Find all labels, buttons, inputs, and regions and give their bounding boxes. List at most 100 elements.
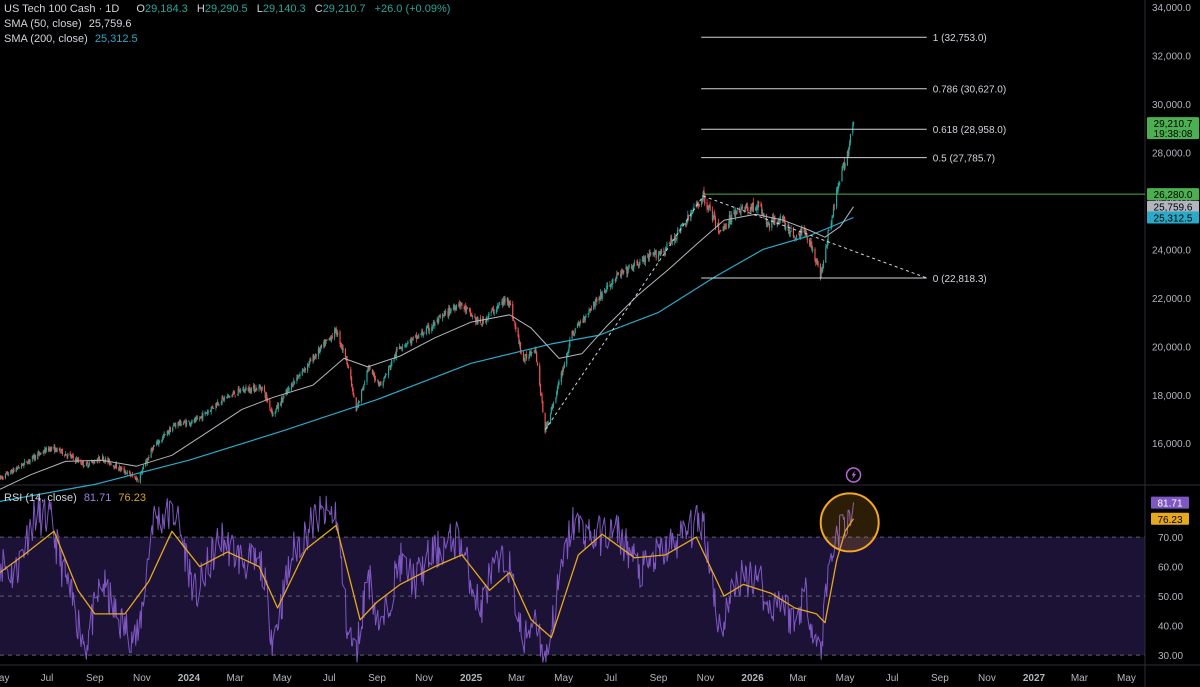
candle-body xyxy=(665,248,667,250)
price-tag-level xyxy=(1147,188,1199,201)
candle-body xyxy=(469,310,471,314)
candle-body xyxy=(816,259,818,263)
price-tick-label: 32,000.0 xyxy=(1152,51,1191,62)
candle-body xyxy=(684,223,687,225)
candle-body xyxy=(414,335,417,337)
candle-body xyxy=(628,265,630,267)
candle-body xyxy=(576,323,579,328)
candle-body xyxy=(81,463,83,465)
candle-body xyxy=(66,455,68,457)
rsi-tick-label: 60.00 xyxy=(1158,563,1183,574)
candle-body xyxy=(263,386,266,392)
rsi-legend[interactable]: RSI (14, close) 81.71 76.23 xyxy=(4,492,146,504)
candle-body xyxy=(756,209,758,210)
candle-body xyxy=(610,284,613,286)
candle-body xyxy=(587,313,589,315)
candle-body xyxy=(567,350,569,353)
candle-body xyxy=(788,231,791,235)
candle-body xyxy=(6,472,8,474)
candle-body xyxy=(42,452,44,454)
candle-body xyxy=(404,345,407,346)
candle-body xyxy=(207,411,209,413)
candle-body xyxy=(60,451,62,453)
candle-body xyxy=(571,331,573,339)
candle-body xyxy=(313,356,316,360)
candle-body xyxy=(5,472,7,474)
candle-body xyxy=(231,394,233,398)
candle-body xyxy=(351,387,353,389)
candle-body xyxy=(812,249,814,251)
time-tick-label: Mar xyxy=(227,673,245,684)
candle-body xyxy=(670,237,673,243)
candle-body xyxy=(358,401,360,403)
candle-body xyxy=(239,390,241,392)
candle-body xyxy=(795,237,797,240)
price-tick-label: 24,000.0 xyxy=(1152,245,1191,256)
candle-body xyxy=(481,324,483,325)
candle-body xyxy=(843,161,845,169)
candle-body xyxy=(243,388,245,392)
candle-body xyxy=(98,456,100,460)
candle-body xyxy=(307,364,309,371)
candle-body xyxy=(529,351,531,356)
candle-body xyxy=(546,423,548,428)
candle-body xyxy=(342,347,344,351)
candle-body xyxy=(442,315,444,317)
candle-body xyxy=(24,461,26,463)
candle-body xyxy=(476,317,478,323)
candle-body xyxy=(277,403,279,409)
candle-body xyxy=(627,270,629,275)
candle-body xyxy=(49,447,51,451)
candle-body xyxy=(126,471,128,474)
candle-body xyxy=(120,468,122,470)
candle-body xyxy=(734,210,736,216)
candle-body xyxy=(768,224,771,228)
candle-body xyxy=(412,336,414,338)
time-tick-label: Sep xyxy=(86,673,104,684)
candle-body xyxy=(579,322,581,326)
candle-body xyxy=(13,468,15,472)
candle-body xyxy=(223,398,225,401)
candle-body xyxy=(762,213,764,216)
time-tick-label: May xyxy=(273,673,292,684)
candle-body xyxy=(37,453,39,460)
candle-body xyxy=(11,470,13,474)
candle-body xyxy=(523,360,525,362)
candle-body xyxy=(805,229,807,233)
candle-body xyxy=(29,459,31,463)
candle-body xyxy=(724,227,726,229)
candle-body xyxy=(614,279,616,281)
candle-body xyxy=(616,273,618,279)
candle-body xyxy=(444,312,446,314)
candle-body xyxy=(377,380,379,381)
candle-body xyxy=(227,394,229,397)
candle-body xyxy=(199,416,202,419)
candle-body xyxy=(503,298,505,302)
time-tick-label: Sep xyxy=(931,673,949,684)
lightning-bolt-glyph xyxy=(851,470,857,480)
candle-body xyxy=(468,307,471,311)
candle-body xyxy=(371,369,374,375)
sma50-legend[interactable]: SMA (50, close) 25,759.6 xyxy=(4,18,132,30)
time-tick-label: Mar xyxy=(508,673,526,684)
candle-body xyxy=(584,317,586,321)
candle-body xyxy=(819,264,821,280)
candle-body xyxy=(528,356,530,359)
candle-body xyxy=(785,226,787,230)
candle-body xyxy=(502,299,505,305)
candle-body xyxy=(145,460,148,463)
rsi-tag-ma xyxy=(1151,512,1189,525)
candle-body xyxy=(72,455,74,459)
candle-body xyxy=(723,226,725,229)
candle-body xyxy=(243,389,246,392)
candle-body xyxy=(512,319,515,321)
candle-body xyxy=(633,263,635,269)
time-tick-label: Nov xyxy=(697,673,715,684)
candle-body xyxy=(185,421,187,426)
candle-body xyxy=(605,290,607,292)
candle-body xyxy=(680,224,682,232)
candle-body xyxy=(353,395,355,397)
sma200-legend[interactable]: SMA (200, close) 25,312.5 xyxy=(4,33,138,45)
candle-body xyxy=(75,458,77,462)
